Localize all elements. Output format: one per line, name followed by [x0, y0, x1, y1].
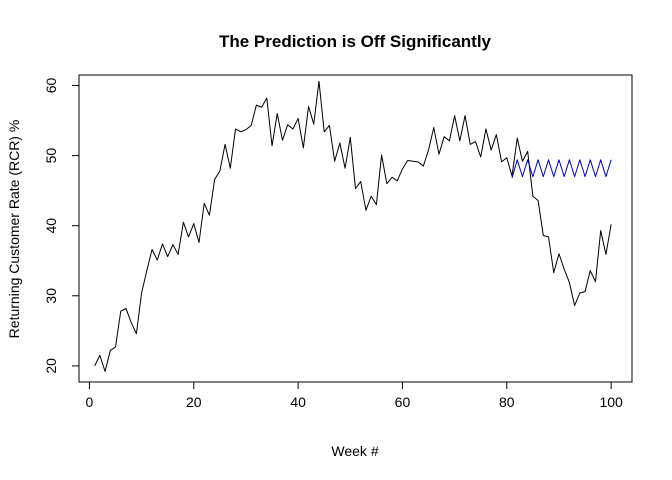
x-tick-label: 80: [499, 394, 515, 410]
actual-series-line: [94, 80, 612, 372]
y-tick-label: 60: [43, 78, 59, 94]
y-axis-label: Returning Customer Rate (RCR) %: [6, 120, 22, 339]
y-tick-label: 20: [43, 358, 59, 374]
chart-title: The Prediction is Off Significantly: [219, 32, 492, 51]
x-tick-label: 20: [186, 394, 202, 410]
plot-frame: [78, 74, 633, 383]
y-tick-label: 30: [43, 288, 59, 304]
y-tick-label: 50: [43, 148, 59, 164]
prediction-series-line: [511, 159, 612, 179]
y-axis: 20 30 40 50 60: [43, 78, 80, 374]
x-tick-label: 40: [290, 394, 306, 410]
series-layer: [94, 80, 612, 372]
x-tick-label: 60: [395, 394, 411, 410]
x-tick-label: 0: [86, 394, 94, 410]
x-axis: 0 20 40 60 80 100: [86, 381, 623, 410]
y-tick-label: 40: [43, 218, 59, 234]
x-axis-label: Week #: [331, 443, 378, 459]
x-tick-label: 100: [599, 394, 623, 410]
